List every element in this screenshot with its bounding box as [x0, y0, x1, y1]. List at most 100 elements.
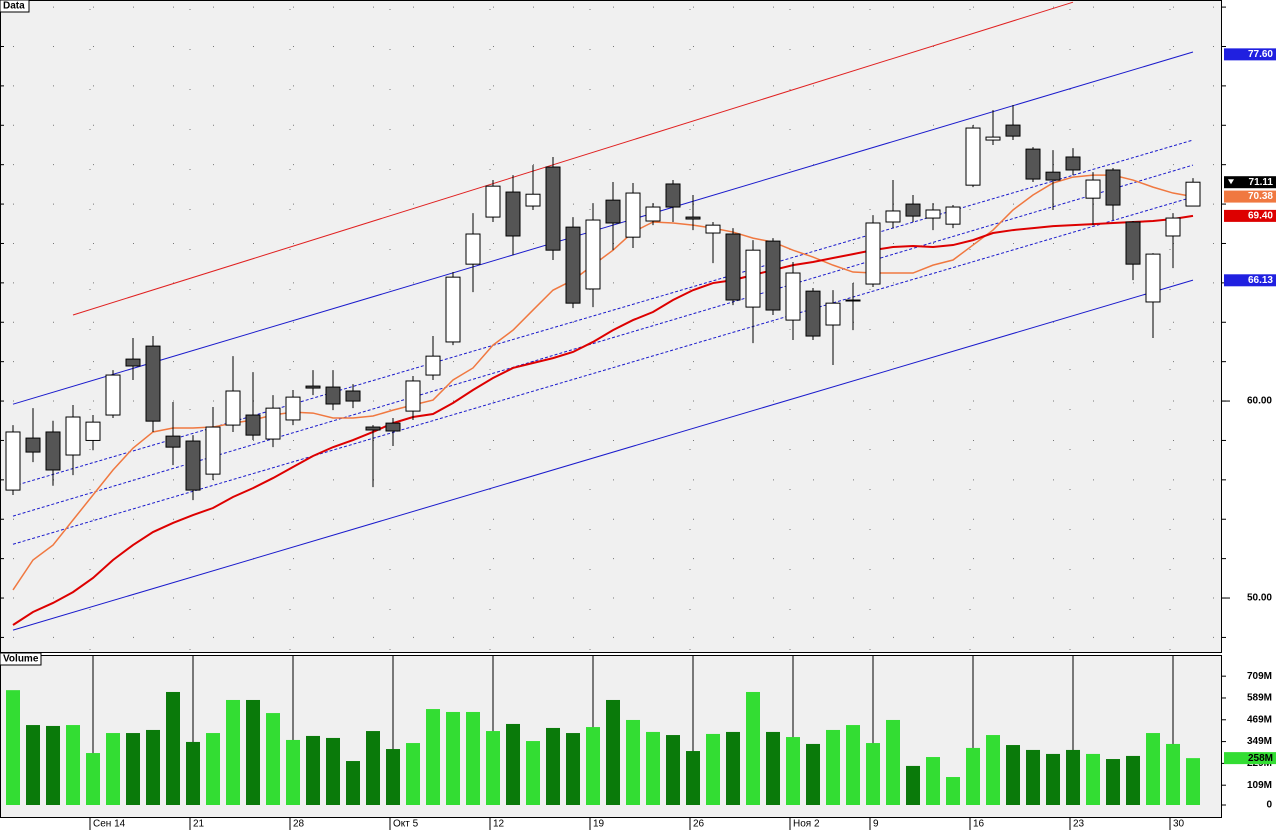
volume-bar — [146, 729, 160, 805]
volume-bar — [706, 733, 720, 805]
volume-bar — [506, 723, 520, 805]
candle-body — [565, 226, 581, 304]
volume-bar — [366, 731, 380, 805]
volume-bar — [1126, 755, 1140, 805]
price-tag-label: 70.38 — [1248, 191, 1273, 202]
volume-bar — [906, 765, 920, 805]
volume-title: Volume — [3, 654, 39, 665]
volume-bar — [1166, 743, 1180, 805]
volume-bar — [106, 733, 120, 805]
volume-bar — [346, 761, 360, 805]
y-tick-label: 60.00 — [1247, 396, 1272, 407]
volume-bar — [126, 733, 140, 805]
volume-bar — [806, 743, 820, 805]
volume-bar — [1086, 753, 1100, 805]
price-plot — [0, 0, 1222, 652]
volume-bar — [846, 725, 860, 805]
volume-bar — [686, 751, 700, 805]
candle-body — [185, 440, 201, 491]
volume-bar — [646, 731, 660, 805]
candle-body — [1065, 156, 1081, 171]
candle-body — [805, 290, 821, 337]
candle-body — [285, 396, 301, 421]
candle-body — [765, 240, 781, 311]
x-tick-label: Сен 14 — [93, 819, 126, 830]
candle-body — [345, 390, 361, 402]
title-box — [0, 652, 42, 666]
price-tag-label: 69.40 — [1248, 211, 1273, 222]
price-tag — [1224, 274, 1276, 287]
volume-bar — [166, 691, 180, 805]
candle-body — [965, 127, 981, 186]
volume-bar — [826, 729, 840, 805]
volume-bar — [666, 735, 680, 805]
volume-bar — [986, 735, 1000, 805]
channel-line — [12, 196, 1194, 545]
candle-body — [1005, 124, 1021, 137]
candle-body — [845, 299, 861, 302]
axes: Сен 14 21 28 Окт 5 12 19 26 Ноя 2 9 16 23 30 50.00 60… — [0, 6, 1276, 830]
x-tick-label: 28 — [293, 819, 305, 830]
volume-plot — [6, 656, 1200, 805]
candle-body — [685, 216, 701, 220]
volume-bar — [966, 747, 980, 805]
volume-bar — [226, 699, 240, 805]
last-marker — [1228, 179, 1234, 185]
candle-body — [145, 345, 161, 422]
x-tick-label: 30 — [1173, 819, 1185, 830]
y-tick-label: 469M — [1247, 714, 1272, 725]
volume-bar — [206, 733, 220, 805]
volume-bar — [326, 737, 340, 805]
volume-bar — [926, 757, 940, 805]
volume-bar — [1006, 745, 1020, 805]
candle-body — [1105, 169, 1121, 206]
candle-body — [245, 414, 261, 436]
channel-line — [12, 279, 1194, 631]
volume-bar — [6, 690, 20, 805]
candle-body — [405, 380, 421, 412]
y-tick-label: 50.00 — [1247, 593, 1272, 604]
candle-body — [125, 358, 141, 367]
volume-bar — [1046, 753, 1060, 805]
volume-bar — [746, 691, 760, 805]
candle-body — [105, 374, 121, 416]
candle-body — [385, 422, 401, 432]
price-title: Data — [3, 1, 25, 12]
volume-bar — [426, 709, 440, 805]
candle-body — [705, 224, 721, 234]
candle-body — [1185, 181, 1201, 207]
candle-body — [1125, 221, 1141, 265]
candle-body — [885, 210, 901, 223]
volume-bar — [726, 731, 740, 805]
volume-bar — [86, 753, 100, 805]
candle-body — [305, 385, 321, 389]
title-box — [0, 0, 30, 13]
x-tick-label: 23 — [1073, 819, 1085, 830]
candle-body — [225, 390, 241, 426]
volume-bar — [26, 725, 40, 805]
channel-line — [72, 1, 1074, 316]
candle-body — [465, 233, 481, 265]
candle-body — [485, 185, 501, 218]
candle-body — [265, 407, 281, 440]
x-tick-label: 26 — [693, 819, 705, 830]
price-tag-label: 66.13 — [1248, 275, 1273, 286]
candle-body — [785, 272, 801, 321]
volume-bar — [266, 713, 280, 805]
price-tag — [1224, 752, 1276, 765]
candle-body — [665, 183, 681, 208]
candle-body — [365, 426, 381, 431]
volume-bar — [546, 727, 560, 805]
candle-body — [1025, 148, 1041, 180]
volume-bar — [46, 725, 60, 805]
candle-body — [325, 386, 341, 405]
candle-body — [825, 302, 841, 326]
candle-body — [1045, 171, 1061, 181]
volume-bar — [66, 725, 80, 805]
candle-body — [205, 426, 221, 475]
candle-body — [1145, 253, 1161, 303]
y-tick-label: 349M — [1247, 736, 1272, 747]
candle-body — [625, 192, 641, 238]
candle-body — [605, 199, 621, 224]
